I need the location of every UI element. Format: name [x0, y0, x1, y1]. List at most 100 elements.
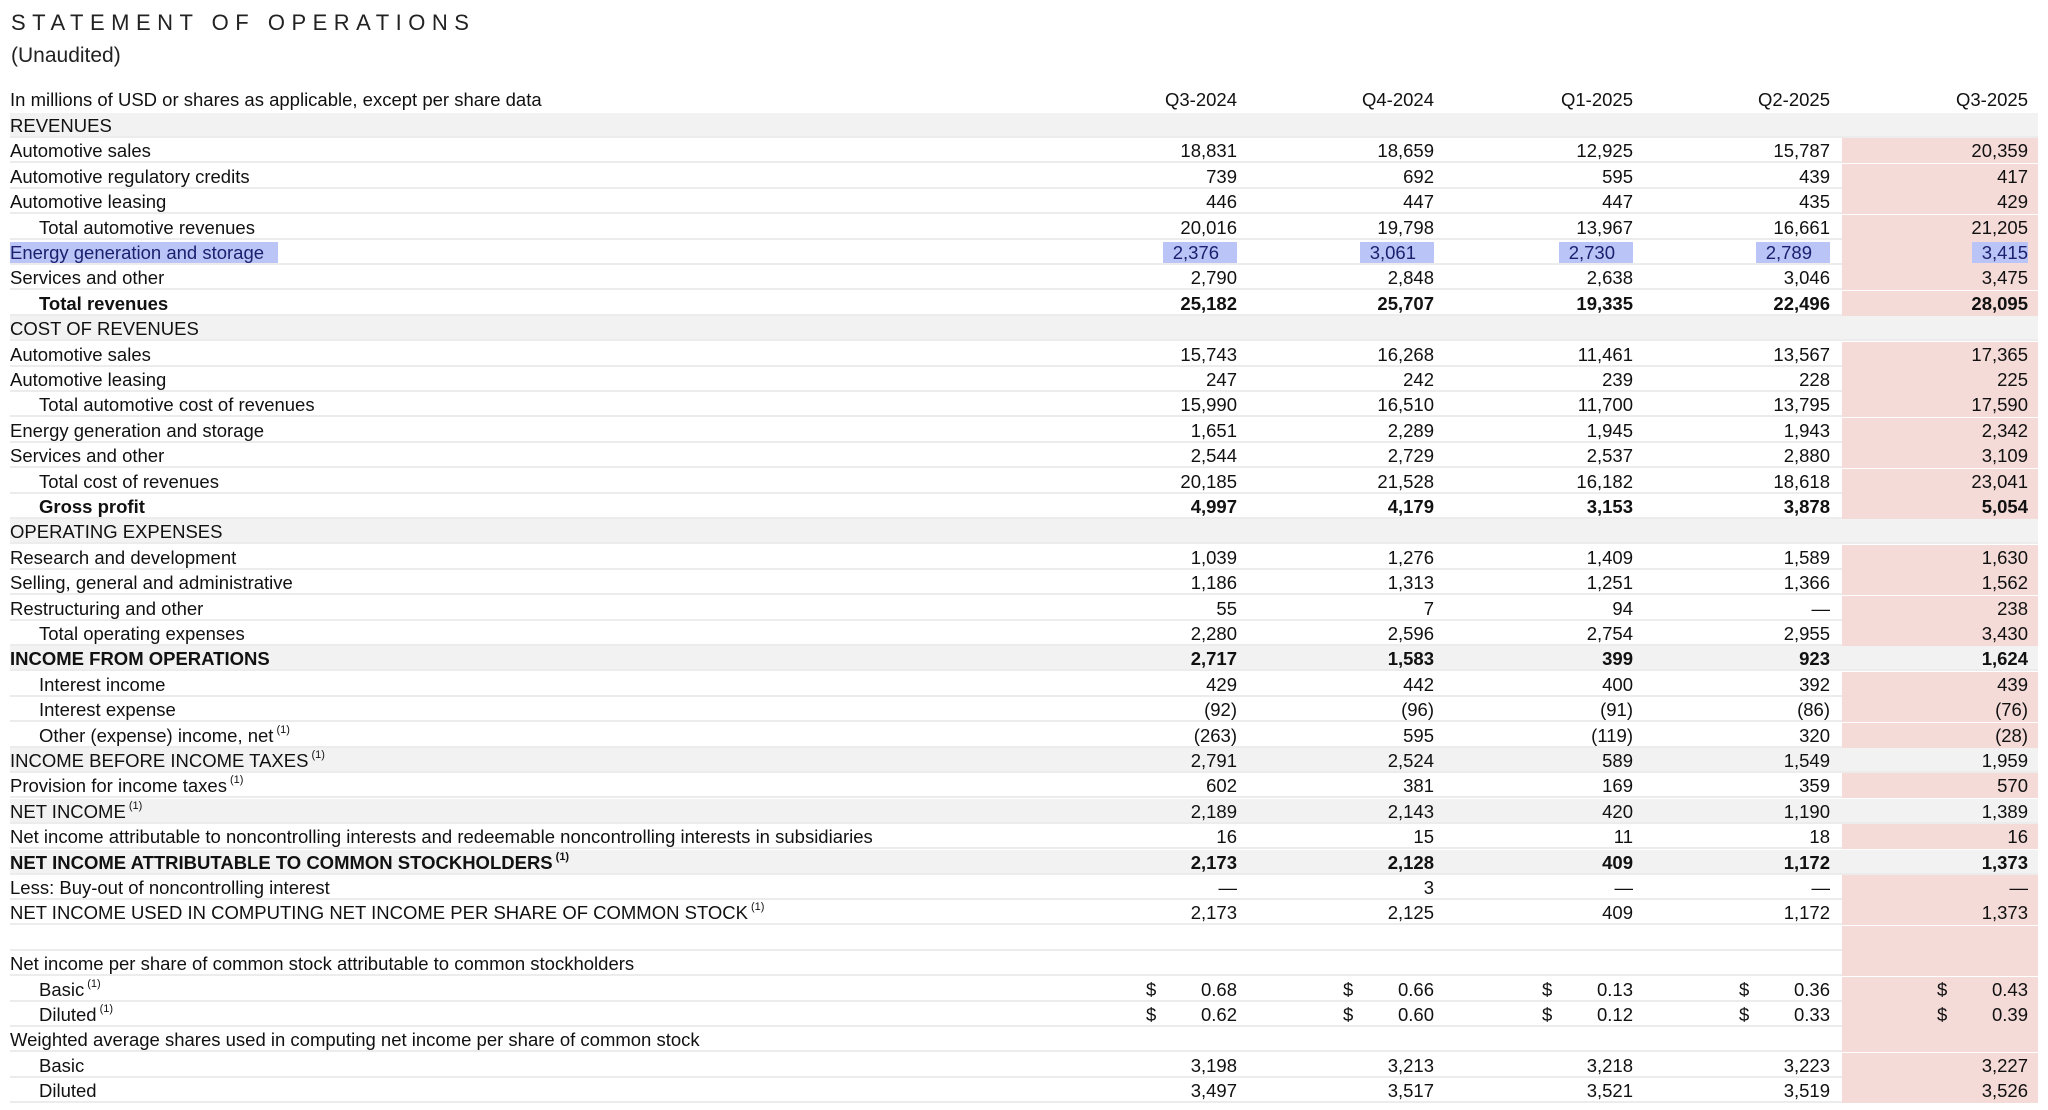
row-label: Services and other	[10, 443, 164, 468]
value-text: 1,945	[1586, 419, 1633, 441]
column-header: Q3-2024	[1165, 89, 1237, 110]
value-text: 247	[1206, 369, 1237, 390]
value-text: 439	[1799, 165, 1830, 187]
value-text: 11,461	[1577, 343, 1633, 365]
row-label: INCOME FROM OPERATIONS	[10, 646, 270, 671]
value-text: 2,596	[1387, 623, 1434, 644]
value-text: 4,997	[1190, 496, 1237, 517]
value-text: 2,729	[1387, 445, 1434, 467]
row-value: —	[1812, 875, 1831, 900]
value-text: 5,054	[1981, 496, 2028, 517]
row-label: Total revenues	[39, 291, 168, 316]
row-value: 3,878	[1784, 494, 1830, 519]
row-value: 3,213	[1388, 1053, 1434, 1078]
row-value: 0.68	[1201, 977, 1237, 1002]
value-text: 409	[1602, 851, 1633, 873]
value-text: 2,173	[1190, 851, 1237, 873]
row-label: Basic (1)	[39, 977, 101, 1002]
row-label-text: Other (expense) income, net	[39, 724, 274, 746]
value-text: 2,143	[1387, 800, 1434, 822]
row-label: Gross profit	[39, 494, 145, 519]
row-label-text: Restructuring and other	[10, 597, 204, 619]
value-text: 595	[1403, 724, 1434, 746]
row-value: 2,376	[1162, 240, 1237, 265]
table-row: Automotive sales 18,831 18,659 12,925 15,787…	[10, 138, 2038, 164]
highlight-column-cell	[1842, 417, 2038, 443]
value-text: 11	[1613, 826, 1633, 848]
value-text: 1,630	[1981, 546, 2028, 568]
highlight-column-cell	[1842, 595, 2038, 621]
value-text: 420	[1602, 800, 1633, 822]
value-text: 2,791	[1190, 750, 1237, 771]
row-label-text[interactable]: Energy generation and storage	[10, 242, 279, 263]
row-label: Provision for income taxes (1)	[10, 773, 243, 798]
value-text: 2,128	[1387, 851, 1434, 873]
row-value: 3,526	[1982, 1078, 2028, 1103]
highlight-column-cell	[1842, 900, 2038, 926]
header-units-label: In millions of USD or shares as applicab…	[10, 89, 542, 110]
row-value: 0.33	[1794, 1002, 1830, 1027]
value-text: (92)	[1204, 699, 1237, 721]
value-text: 1,549	[1783, 750, 1830, 771]
row-value: 3	[1424, 875, 1434, 900]
value-text: 1,651	[1190, 419, 1237, 441]
highlight-column-cell	[1842, 214, 2038, 240]
table-row: REVENUES	[10, 113, 2038, 138]
currency-symbol: $	[1146, 1004, 1157, 1025]
value-text[interactable]: 3,061	[1359, 242, 1434, 263]
value-text: —	[1218, 877, 1238, 898]
row-label: COST OF REVENUES	[10, 316, 199, 341]
row-value: 3,521	[1587, 1078, 1633, 1103]
row-value: 20,359	[1971, 138, 2028, 163]
value-text: 1,313	[1387, 572, 1434, 594]
row-label-text: Research and development	[10, 546, 237, 568]
value-text: 2,848	[1387, 267, 1434, 289]
value-text[interactable]: 2,730	[1558, 242, 1633, 263]
currency-symbol: $	[1343, 978, 1354, 1000]
table-row: Total revenues 25,182 25,707 19,335 22,496 28…	[10, 290, 2038, 316]
value-text: 2,790	[1190, 267, 1237, 289]
row-value: 0.66	[1398, 977, 1434, 1002]
row-value: 1,366	[1784, 570, 1830, 595]
value-text[interactable]: 2,376	[1162, 242, 1237, 263]
value-text[interactable]: 3,415	[1971, 242, 2028, 263]
value-text: 447	[1403, 191, 1434, 213]
row-label-text: Total cost of revenues	[39, 470, 219, 492]
row-value: 692	[1403, 164, 1434, 189]
row-value: 3,519	[1784, 1078, 1830, 1103]
value-text: 3,519	[1783, 1080, 1830, 1102]
row-value: 16	[1216, 824, 1237, 849]
row-value: 3,109	[1982, 443, 2028, 468]
highlight-column-cell	[1842, 1002, 2038, 1027]
row-label-text: Automotive leasing	[10, 369, 167, 390]
row-value: 28,095	[1971, 291, 2028, 316]
value-text: 21,528	[1377, 470, 1434, 492]
row-value: —	[1219, 875, 1238, 900]
row-value: 3,415	[1971, 240, 2028, 265]
value-text[interactable]: 2,789	[1755, 242, 1830, 263]
row-value: 1,624	[1982, 646, 2028, 671]
value-text: 2,638	[1586, 267, 1633, 289]
value-text: (28)	[1995, 724, 2028, 746]
row-value: 2,173	[1191, 900, 1237, 925]
row-label: Other (expense) income, net (1)	[39, 723, 290, 748]
value-text: 1,959	[1981, 750, 2028, 771]
row-label: NET INCOME ATTRIBUTABLE TO COMMON STOCKH…	[10, 850, 569, 875]
value-text: 3,227	[1981, 1054, 2028, 1076]
row-value: 429	[1997, 189, 2028, 214]
value-text: 16	[2007, 826, 2028, 848]
table-row: OPERATING EXPENSES	[10, 519, 2038, 545]
footnote-marker: (1)	[276, 723, 290, 736]
value-text: 17,590	[1971, 394, 2028, 416]
row-value: 55	[1216, 596, 1237, 621]
value-text: 0.39	[1991, 1004, 2028, 1025]
row-label-text: Gross profit	[39, 496, 145, 517]
table-row: Total automotive cost of revenues 15,990 1…	[10, 392, 2038, 418]
table-row: Basic 3,198 3,213 3,218 3,223 3,227	[10, 1052, 2038, 1078]
value-text: 0.68	[1200, 978, 1237, 1000]
row-label-text: INCOME FROM OPERATIONS	[10, 648, 270, 670]
row-label-text: Interest expense	[39, 699, 176, 721]
row-label: Less: Buy-out of noncontrolling interest	[10, 875, 330, 900]
value-text: —	[1811, 597, 1831, 619]
row-value: 0.60	[1398, 1002, 1434, 1027]
